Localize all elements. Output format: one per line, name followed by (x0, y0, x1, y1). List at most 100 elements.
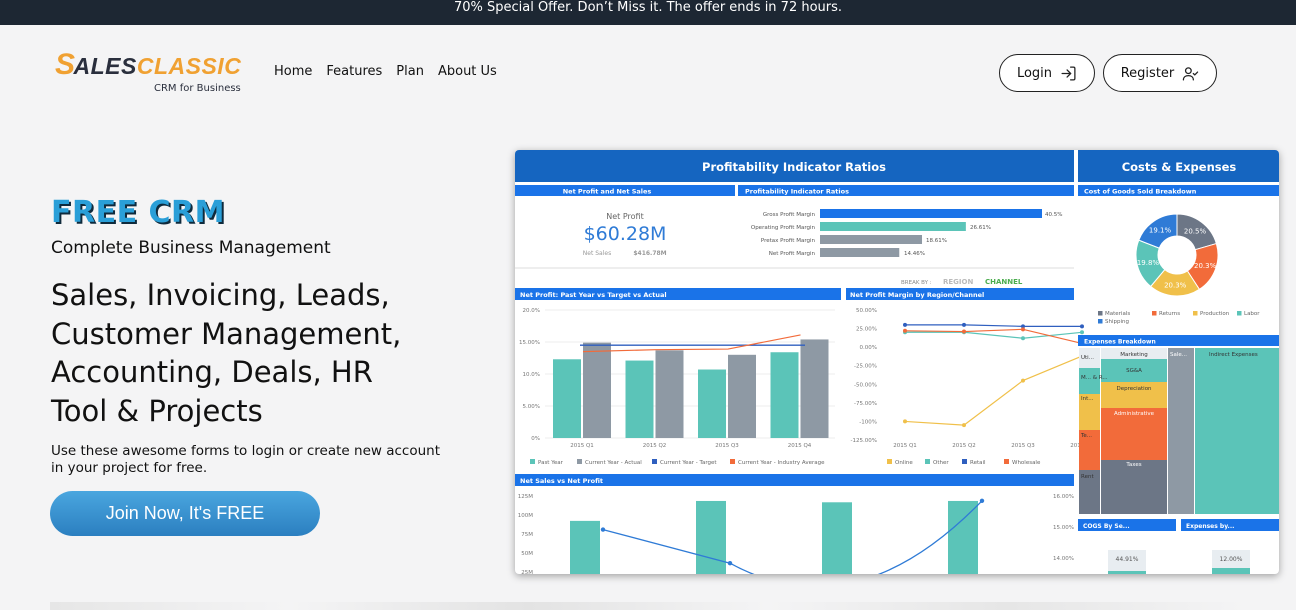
legend-swatch (1098, 311, 1103, 316)
treemap-label: Administrative (1114, 411, 1155, 417)
treemap-label: Rent (1081, 474, 1094, 480)
join-now-label: Join Now, It's FREE (105, 503, 265, 523)
ratios-bars: Gross Profit Margin Operating Profit Mar… (751, 209, 1062, 257)
expenses-treemap: Uti... M... & R... Int... Te... Rent Mar… (1079, 348, 1279, 514)
series-point (962, 322, 966, 327)
chart1-title: Net Profit: Past Year vs Target vs Actua… (520, 291, 667, 299)
series-point (903, 419, 907, 424)
y-tick: 5.00% (523, 404, 540, 410)
treemap-cell (1101, 408, 1167, 460)
legend-label: Online (895, 460, 913, 466)
offer-banner: 70% Special Offer. Don’t Miss it. The of… (0, 0, 1296, 25)
legend-swatch (1193, 311, 1198, 316)
ratio-label: Pretax Profit Margin (761, 238, 816, 244)
bar-net-sales (822, 502, 852, 574)
user-check-icon (1183, 66, 1199, 81)
panel-header (1078, 185, 1279, 196)
treemap-label: Depreciation (1116, 386, 1152, 392)
treemap-cell (1079, 394, 1100, 430)
legend-label: Materials (1105, 311, 1130, 317)
ratio-value: 14.46% (904, 251, 925, 257)
panel-header (1181, 519, 1279, 531)
ratios-panel-title: Profitability Indicator Ratios (745, 188, 849, 196)
line-net-profit (602, 500, 983, 574)
chart3-title: Net Sales vs Net Profit (520, 477, 603, 485)
costs-title: Costs & Expenses (1122, 160, 1237, 174)
nav-features[interactable]: Features (326, 64, 383, 79)
donut-label: 19.1% (1149, 227, 1172, 235)
bar-past-year (770, 352, 799, 438)
treemap-cell (1101, 382, 1167, 408)
costs-header (1078, 150, 1279, 182)
bar-current-actual (800, 339, 829, 438)
treemap-label: M... & R... (1081, 375, 1108, 381)
cogs-by-segment-title: COGS By Se... (1083, 523, 1130, 530)
register-label: Register (1120, 65, 1175, 81)
legend-label: Wholesale (1012, 460, 1041, 466)
segment-bar-bg (1108, 550, 1146, 574)
treemap-label: Uti... (1081, 355, 1094, 361)
series-point (1080, 330, 1084, 335)
donut-label: 20.3% (1194, 262, 1217, 270)
donut-label: 20.3% (1164, 281, 1187, 289)
treemap-cell (1079, 430, 1100, 470)
treemap-label: Marketing (1120, 352, 1147, 358)
x-tick: 2015 Q2 (643, 443, 667, 449)
login-icon (1061, 65, 1076, 81)
y-tick-left: 100M (518, 513, 533, 519)
breakby-label: BREAK BY : (901, 280, 932, 286)
y-tick-left: 125M (518, 494, 533, 500)
breakby-region[interactable]: REGION (943, 278, 973, 286)
nav-plan[interactable]: Plan (396, 64, 424, 79)
logo[interactable]: SALESCLASSIC CRM for Business (55, 48, 255, 100)
treemap-label: SG&A (1126, 368, 1142, 374)
chart2-title: Net Profit Margin by Region/Channel (850, 291, 984, 299)
treemap-cell (1079, 470, 1100, 514)
treemap-cell (1101, 348, 1167, 359)
legend-swatch (925, 459, 930, 464)
chart3: 125M 100M 75M 50M 25M 16.00% 15.00% 14.00% (518, 494, 1074, 574)
nav-home[interactable]: Home (274, 64, 313, 79)
x-tick: 2015 Q3 (715, 443, 739, 449)
treemap-label: Int... (1081, 396, 1094, 402)
legend-label: Other (933, 460, 949, 466)
headline-line: Customer Management, (51, 316, 402, 351)
legend-swatch (730, 459, 735, 464)
nav-about-us[interactable]: About Us (437, 64, 497, 79)
treemap-cell (1195, 348, 1279, 514)
x-tick: 2015 Q1 (893, 443, 917, 449)
segment-value: 44.91% (1116, 556, 1139, 563)
treemap-label: Sale... (1170, 352, 1187, 358)
series-point (903, 322, 907, 327)
series-point (1021, 324, 1025, 329)
bar-current-actual (728, 354, 756, 438)
panel-header (515, 288, 841, 300)
join-now-button[interactable]: Join Now, It's FREE (50, 491, 320, 536)
series-point (1021, 378, 1025, 383)
treemap-cell (1168, 348, 1194, 514)
treemap-cell (1079, 368, 1100, 394)
legend-label: Past Year (538, 460, 564, 466)
y-tick: 15.00% (519, 340, 540, 346)
breakby-channel[interactable]: CHANNEL (985, 278, 1023, 286)
legend-label: Labor (1244, 311, 1260, 317)
logo-brand-sales: ALES (73, 53, 137, 79)
treemap-cell (1101, 359, 1167, 382)
series-point (903, 328, 907, 333)
register-button[interactable]: Register (1103, 54, 1217, 92)
x-tick: 2015 Q3 (1011, 443, 1035, 449)
kpi-value: $60.28M (584, 223, 667, 245)
treemap-cell (1101, 460, 1167, 514)
ratio-label: Net Profit Margin (769, 251, 816, 257)
donut-slice (1138, 213, 1178, 249)
y-tick: -75.00% (854, 401, 877, 407)
hero-badge: FREE CRM (51, 195, 225, 230)
ratio-value: 40.5% (1045, 212, 1062, 218)
y-tick-right: 15.00% (1053, 525, 1074, 531)
logo-wordmark: SALESCLASSIC (55, 48, 241, 82)
login-button[interactable]: Login (999, 54, 1095, 92)
legend-label: Retail (970, 460, 986, 466)
legend-label: Returns (1159, 311, 1180, 317)
treemap-label: Indirect Expenses (1209, 352, 1258, 358)
legend-swatch (887, 459, 892, 464)
